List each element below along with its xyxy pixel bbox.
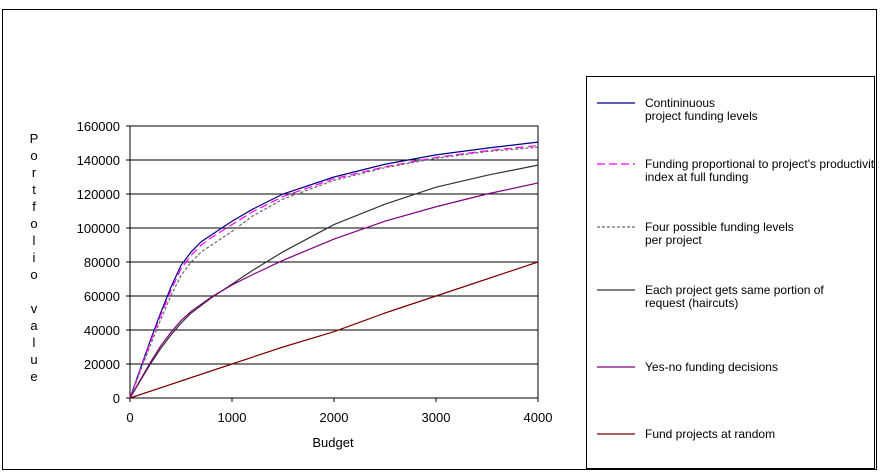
y-axis-title-letter: u [30,352,37,367]
legend-label-1: Funding proportional to project's produc… [645,157,874,184]
x-tick-label: 2000 [320,410,349,425]
y-tick-label: 140000 [77,153,120,168]
y-axis-title-letter: l [33,335,36,350]
y-axis-title-letter: i [33,250,36,265]
y-axis-title-letter: a [30,318,38,333]
y-tick-labels: 0 20000 40000 60000 80000 100000 120000 140000 1… [77,119,120,406]
series-line-1 [129,144,539,399]
gridlines [126,125,539,402]
series-line-4 [129,182,539,399]
y-tick-label: 80000 [84,255,120,270]
x-tick-label: 0 [126,410,133,425]
y-tick-label: 0 [113,391,120,406]
series-lines [129,141,539,399]
y-tick-label: 100000 [77,221,120,236]
y-tick-label: 160000 [77,119,120,134]
x-axis-title: Budget [312,435,354,450]
chart-area-frame [2,9,877,470]
series-line-3 [129,164,539,399]
legend-label-2: Four possible funding levels per project [645,220,794,247]
y-axis-title-letter: o [30,267,37,282]
x-tick-label: 3000 [422,410,451,425]
y-tick-label: 40000 [84,323,120,338]
y-axis-title-letter: t [32,182,36,197]
series-line-0 [129,141,539,399]
y-axis-title-letter: P [30,131,39,146]
x-tick-labels: 0 1000 2000 3000 4000 [126,410,552,425]
y-axis-title-letter: f [32,199,36,214]
y-axis-title-letter: o [30,216,37,231]
y-axis-title-letter: l [33,233,36,248]
x-tick-label: 4000 [524,410,553,425]
y-tick-label: 60000 [84,289,120,304]
y-tick-label: 20000 [84,357,120,372]
series-line-5 [129,261,539,399]
y-axis-title-letter: e [30,369,37,384]
y-tick-label: 120000 [77,187,120,202]
y-axis-title-letter: o [30,148,37,163]
series-line-2 [129,146,539,399]
y-axis-title-letter: r [32,165,37,180]
legend-label-0: Contininuous project funding levels [645,96,758,123]
legend: Contininuous project funding levels Fundin… [586,76,875,469]
y-axis-title-letter: v [31,301,38,316]
legend-label-3: Each project gets same portion of request… [645,283,824,310]
legend-label-4: Yes-no funding decisions [645,360,778,374]
legend-label-5: Fund projects at random [645,427,775,441]
x-tick-label: 1000 [218,410,247,425]
